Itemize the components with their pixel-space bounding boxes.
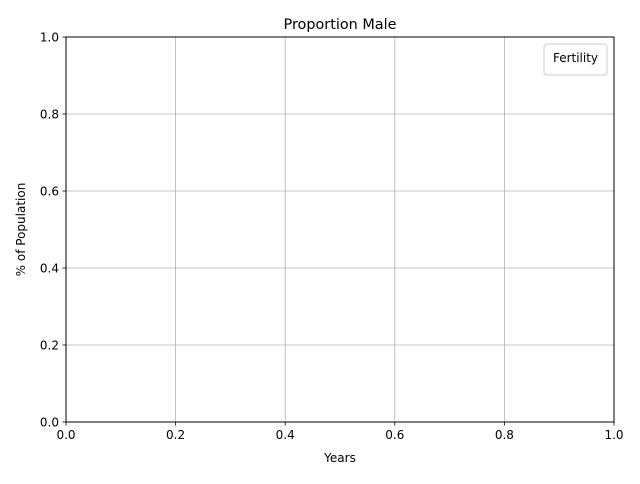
chart-title: Proportion Male	[284, 17, 397, 33]
x-tick-label: 0.2	[166, 428, 185, 442]
legend: Fertility	[543, 43, 608, 76]
x-tick-label: 0.6	[385, 428, 404, 442]
legend-box	[543, 43, 608, 76]
x-tick-label: 0.4	[276, 428, 295, 442]
x-tick-label: 1.0	[604, 428, 623, 442]
grid-layer	[65, 36, 615, 423]
x-tick-label: 0.8	[495, 428, 514, 442]
y-tick-label: 1.0	[40, 30, 59, 44]
y-axis-label: % of Population	[14, 183, 28, 277]
tick-layer: 0.0 0.2 0.4 0.6 0.8 1.0 0.0 0.2 0.4 0.6 0.8 1.0	[40, 30, 624, 442]
y-tick-label: 0.8	[40, 107, 59, 121]
y-tick-label: 0.0	[40, 415, 59, 429]
y-tick-label: 0.4	[40, 261, 59, 275]
x-axis-label: Years	[323, 451, 356, 465]
plot-area-frame	[65, 36, 615, 423]
x-tick-label: 0.0	[56, 428, 75, 442]
y-tick-label: 0.2	[40, 338, 59, 352]
y-tick-label: 0.6	[40, 184, 59, 198]
legend-title: Fertility	[553, 51, 598, 65]
